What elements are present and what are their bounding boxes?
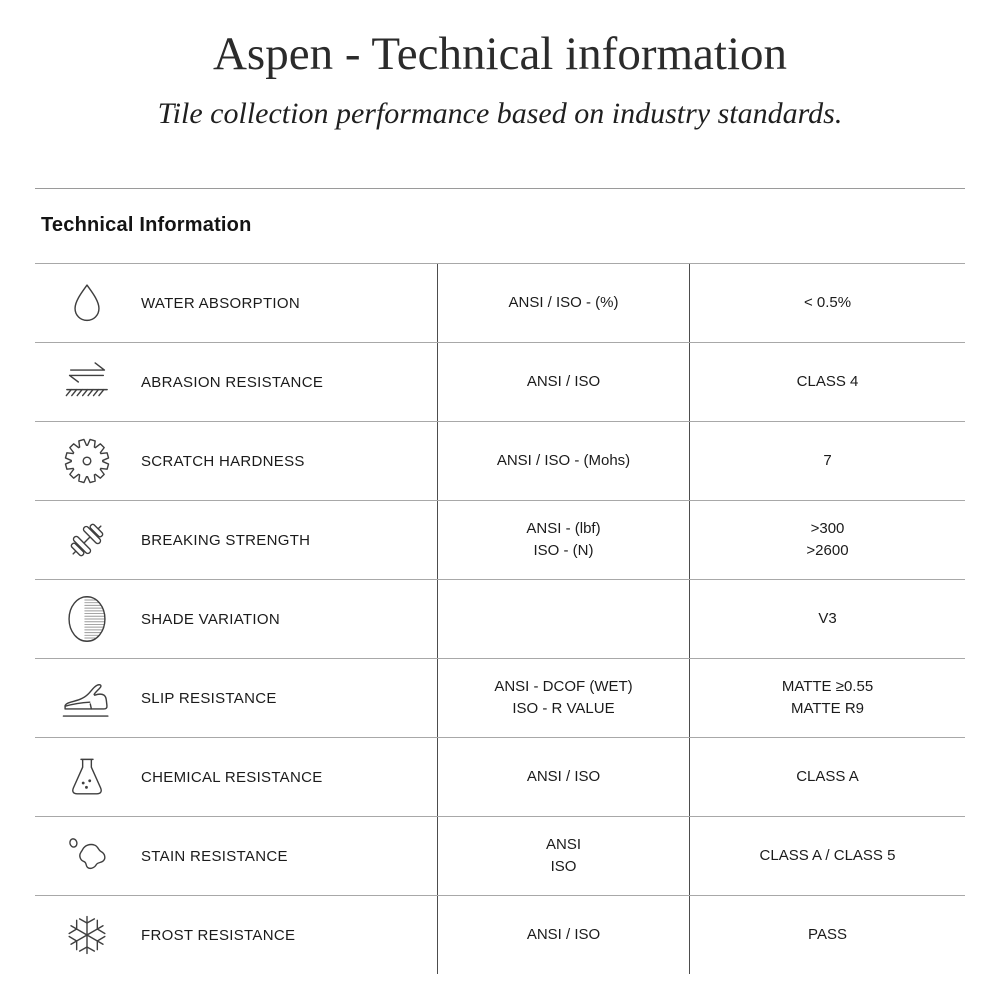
table-row: STAIN RESISTANCE ANSI ISO CLASS A / CLAS… (35, 817, 965, 897)
section-divider (35, 188, 965, 190)
icon-cell (35, 422, 139, 500)
technical-info-table: WATER ABSORPTION ANSI / ISO - (%) < 0.5%… (35, 263, 965, 975)
standard-cell: ANSI / ISO (437, 343, 690, 422)
icon-cell (35, 264, 139, 342)
table-row: CHEMICAL RESISTANCE ANSI / ISO CLASS A (35, 738, 965, 818)
table-row: SHADE VARIATION V3 (35, 580, 965, 660)
icon-cell (35, 738, 139, 816)
icon-cell (35, 343, 139, 421)
spec-sheet: Technical Information WATER ABSORPTION A… (35, 188, 965, 975)
value-cell: PASS (808, 926, 847, 944)
standard-cell: ANSI / ISO (437, 738, 690, 817)
value-cell: >300 >2600 (806, 519, 849, 560)
property-label: SHADE VARIATION (141, 610, 280, 628)
value-cell: V3 (818, 610, 837, 628)
standard-cell: ANSI - DCOF (WET) ISO - R VALUE (437, 659, 690, 738)
standard-cell: ANSI / ISO - (%) (437, 264, 690, 343)
property-label: WATER ABSORPTION (141, 294, 300, 312)
icon-cell (35, 817, 139, 895)
value-cell: MATTE ≥0.55 MATTE R9 (781, 677, 874, 718)
standard-cell: ANSI / ISO (437, 896, 690, 975)
icon-cell (35, 580, 139, 658)
abrasion-icon (65, 362, 108, 397)
property-label: SLIP RESISTANCE (141, 689, 277, 707)
value-cell: 7 (823, 452, 832, 470)
table-row: SLIP RESISTANCE ANSI - DCOF (WET) ISO - … (35, 659, 965, 739)
page-subtitle: Tile collection performance based on ind… (157, 97, 843, 131)
icon-cell (35, 659, 139, 737)
table-row: WATER ABSORPTION ANSI / ISO - (%) < 0.5% (35, 264, 965, 344)
stain-icon (69, 838, 106, 870)
property-label: CHEMICAL RESISTANCE (141, 768, 323, 786)
flask-icon (72, 759, 102, 795)
table-row: FROST RESISTANCE ANSI / ISO PASS (35, 896, 965, 975)
standard-cell: ANSI / ISO - (Mohs) (437, 422, 690, 501)
value-cell: CLASS A (796, 768, 859, 786)
page-title: Aspen - Technical information (212, 28, 788, 80)
page-header: Aspen - Technical information Tile colle… (0, 0, 1000, 132)
shade-circle-icon (68, 596, 106, 643)
standard-cell: ANSI - (lbf) ISO - (N) (437, 501, 690, 580)
table-row: BREAKING STRENGTH ANSI - (lbf) ISO - (N)… (35, 501, 965, 581)
gear-icon (64, 439, 110, 484)
value-cell: < 0.5% (803, 294, 852, 312)
property-label: FROST RESISTANCE (141, 926, 296, 944)
standard-cell (437, 580, 690, 659)
table-row: SCRATCH HARDNESS ANSI / ISO - (Mohs) 7 (35, 422, 965, 502)
value-cell: CLASS 4 (796, 373, 859, 391)
property-label: SCRATCH HARDNESS (141, 452, 305, 470)
shoe-icon (62, 684, 109, 718)
property-label: STAIN RESISTANCE (141, 847, 288, 865)
icon-cell (35, 501, 139, 579)
table-row: ABRASION RESISTANCE ANSI / ISO CLASS 4 (35, 343, 965, 423)
property-label: ABRASION RESISTANCE (141, 373, 324, 391)
standard-cell: ANSI ISO (437, 817, 690, 896)
snowflake-icon (68, 916, 106, 955)
section-heading: Technical Information (41, 214, 252, 237)
dumbbell-icon (70, 524, 104, 557)
property-label: BREAKING STRENGTH (141, 531, 311, 549)
value-cell: CLASS A / CLASS 5 (759, 847, 896, 865)
icon-cell (35, 896, 139, 974)
water-drop-icon (74, 284, 100, 322)
